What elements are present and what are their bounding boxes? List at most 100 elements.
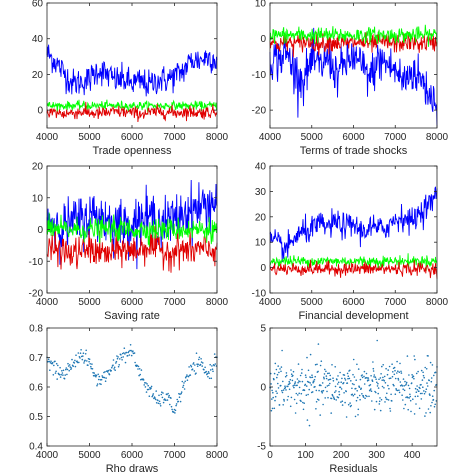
scatter-point — [319, 364, 322, 367]
scatter-point — [413, 355, 416, 357]
scatter-point — [307, 393, 309, 396]
y-tick-label: 0.8 — [29, 324, 43, 335]
scatter-point — [285, 374, 288, 377]
scatter-point — [278, 371, 280, 374]
scatter-point — [409, 395, 412, 398]
scatter-point — [60, 373, 62, 376]
scatter-point — [270, 383, 272, 385]
scatter-point — [47, 358, 50, 361]
scatter-point — [184, 376, 187, 379]
scatter-point — [339, 371, 341, 374]
scatter-point — [296, 384, 298, 387]
scatter-point — [399, 381, 402, 383]
scatter-point — [422, 386, 424, 389]
scatter-point — [324, 386, 327, 389]
scatter-point — [336, 383, 339, 385]
scatter-point — [197, 363, 199, 366]
scatter-point — [314, 385, 316, 388]
scatter-point — [189, 374, 192, 376]
scatter-point — [308, 424, 311, 427]
scatter-point — [432, 398, 435, 401]
scatter-point — [111, 366, 113, 369]
scatter-point — [402, 378, 405, 380]
y-tick-label: -10 — [252, 70, 267, 81]
scatter-point — [361, 393, 363, 395]
scatter-point — [389, 410, 392, 412]
scatter-point — [306, 356, 308, 359]
scatter-point — [148, 395, 151, 398]
scatter-point — [89, 363, 91, 365]
scatter-point — [323, 373, 326, 375]
scatter-point — [367, 379, 370, 381]
scatter-point — [118, 364, 120, 366]
scatter-point — [104, 380, 107, 383]
scatter-point — [370, 375, 372, 377]
scatter-point — [412, 398, 414, 401]
scatter-point — [292, 374, 294, 377]
scatter-point — [367, 377, 370, 379]
scatter-point — [80, 349, 82, 351]
scatter-point — [322, 403, 324, 406]
x-tick-label: 7000 — [384, 132, 407, 143]
scatter-point — [277, 365, 280, 367]
scatter-point — [119, 358, 121, 360]
scatter-point — [191, 368, 194, 371]
scatter-point — [170, 397, 172, 399]
scatter-point — [272, 396, 275, 399]
x-tick-label: 8000 — [206, 132, 229, 143]
scatter-point — [271, 407, 274, 410]
scatter-point — [315, 389, 318, 392]
scatter-point — [331, 395, 334, 397]
scatter-point — [159, 403, 161, 405]
scatter-point — [349, 369, 351, 372]
x-tick-label: 4000 — [259, 132, 282, 143]
y-tick-label: 0 — [260, 383, 266, 394]
scatter-point — [320, 384, 322, 387]
y-tick-label: 0 — [37, 106, 43, 117]
scatter-point — [297, 394, 299, 396]
scatter-point — [84, 359, 86, 362]
scatter-point — [283, 400, 286, 402]
scatter-point — [288, 388, 291, 391]
scatter-point — [350, 404, 353, 407]
scatter-point — [82, 352, 85, 355]
scatter-point — [68, 369, 70, 372]
x-axis-label: Saving rate — [104, 310, 160, 322]
scatter-point — [67, 365, 70, 367]
scatter-point — [104, 371, 106, 373]
scatter-point — [403, 385, 406, 387]
scatter-point — [356, 363, 358, 366]
scatter-point — [91, 368, 94, 370]
scatter-point — [161, 391, 163, 394]
scatter-point — [287, 385, 289, 388]
chart-panel-1: 4000 5000 6000 7000 8000 0 20 40 60 Trade opennes… — [32, 0, 229, 157]
scatter-point — [276, 373, 279, 376]
scatter-point — [324, 397, 327, 399]
scatter-point — [165, 399, 167, 402]
scatter-point — [429, 361, 432, 364]
scatter-point — [375, 378, 377, 381]
scatter-point — [65, 367, 68, 369]
scatter-point — [305, 385, 308, 387]
scatter-point — [427, 408, 430, 410]
scatter-point — [377, 387, 380, 389]
scatter-point — [285, 372, 288, 374]
scatter-point — [297, 381, 299, 384]
scatter-point — [158, 400, 161, 403]
scatter-point — [433, 405, 436, 408]
y-tick-label: -5 — [257, 442, 266, 453]
scatter-point — [298, 386, 301, 389]
scatter-point — [97, 373, 99, 376]
scatter-point — [433, 374, 435, 377]
scatter-point — [421, 379, 424, 381]
scatter-point — [276, 376, 278, 379]
scatter-point — [86, 360, 88, 362]
scatter-point — [316, 363, 318, 366]
scatter-point — [126, 354, 129, 357]
scatter-point — [294, 382, 296, 385]
scatter-point — [351, 387, 353, 390]
x-axis-label: Residuals — [329, 463, 378, 474]
chart-panel-4: 4000 5000 6000 7000 8000 -10 0 10 20 30 40 Financia… — [252, 162, 449, 323]
scatter-point — [293, 386, 295, 389]
scatter-point — [74, 365, 77, 368]
